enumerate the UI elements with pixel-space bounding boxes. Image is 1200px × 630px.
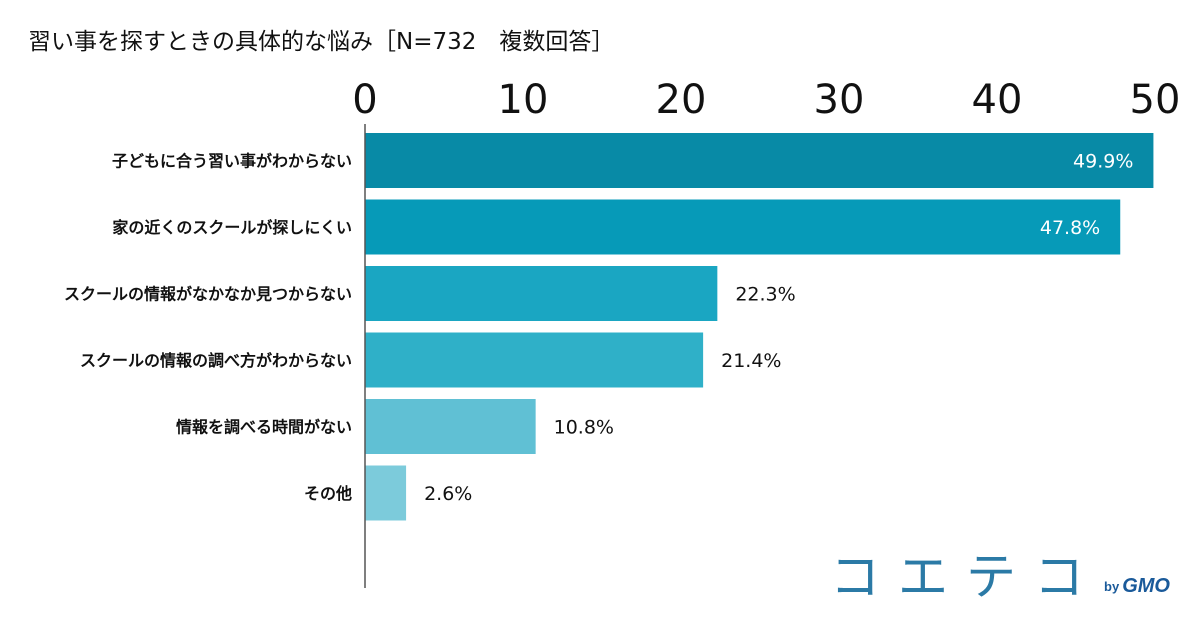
logo-gmo-text: GMO [1122,575,1170,597]
logo-by-text: by [1104,579,1120,594]
x-tick-label: 20 [656,77,707,123]
category-label: スクールの情報がなかなか見つからない [64,285,352,304]
brand-logo: コエテコ by GMO [830,552,1170,602]
category-label: 家の近くのスクールが探しにくい [112,218,352,237]
x-tick-label: 30 [814,77,865,123]
data-label: 47.8% [1040,217,1100,239]
category-label: 子どもに合う習い事がわからない [112,152,352,171]
data-label: 10.8% [554,417,614,439]
category-label: スクールの情報の調べ方がわからない [80,351,352,370]
bar [365,332,704,388]
value-labels: 49.9% 47.8% 22.3% 21.4% 10.8% 2.6% [424,151,1133,506]
chart-title: 習い事を探すときの具体的な悩み［N=732 複数回答］ [28,29,615,55]
bar [365,465,407,521]
x-tick-label: 40 [972,77,1023,123]
data-label: 49.9% [1073,151,1133,173]
bars [365,133,1154,521]
bar [365,399,536,454]
data-label: 21.4% [721,350,781,372]
data-label: 2.6% [424,483,472,505]
category-labels: 子どもに合う習い事がわからない家の近くのスクールが探しにくいスクールの情報がなか… [64,152,352,504]
x-tick-labels: 0 10 20 30 40 50 [352,77,1180,123]
bar [365,199,1121,255]
x-tick-label: 0 [352,77,377,123]
x-tick-label: 10 [498,77,549,123]
data-label: 22.3% [735,284,795,306]
category-label: その他 [304,484,352,503]
bar [365,133,1154,188]
bar [365,266,718,321]
x-tick-label: 50 [1130,77,1181,123]
category-label: 情報を調べる時間がない [176,418,352,437]
logo-wordmark: コエテコ [830,548,1103,606]
